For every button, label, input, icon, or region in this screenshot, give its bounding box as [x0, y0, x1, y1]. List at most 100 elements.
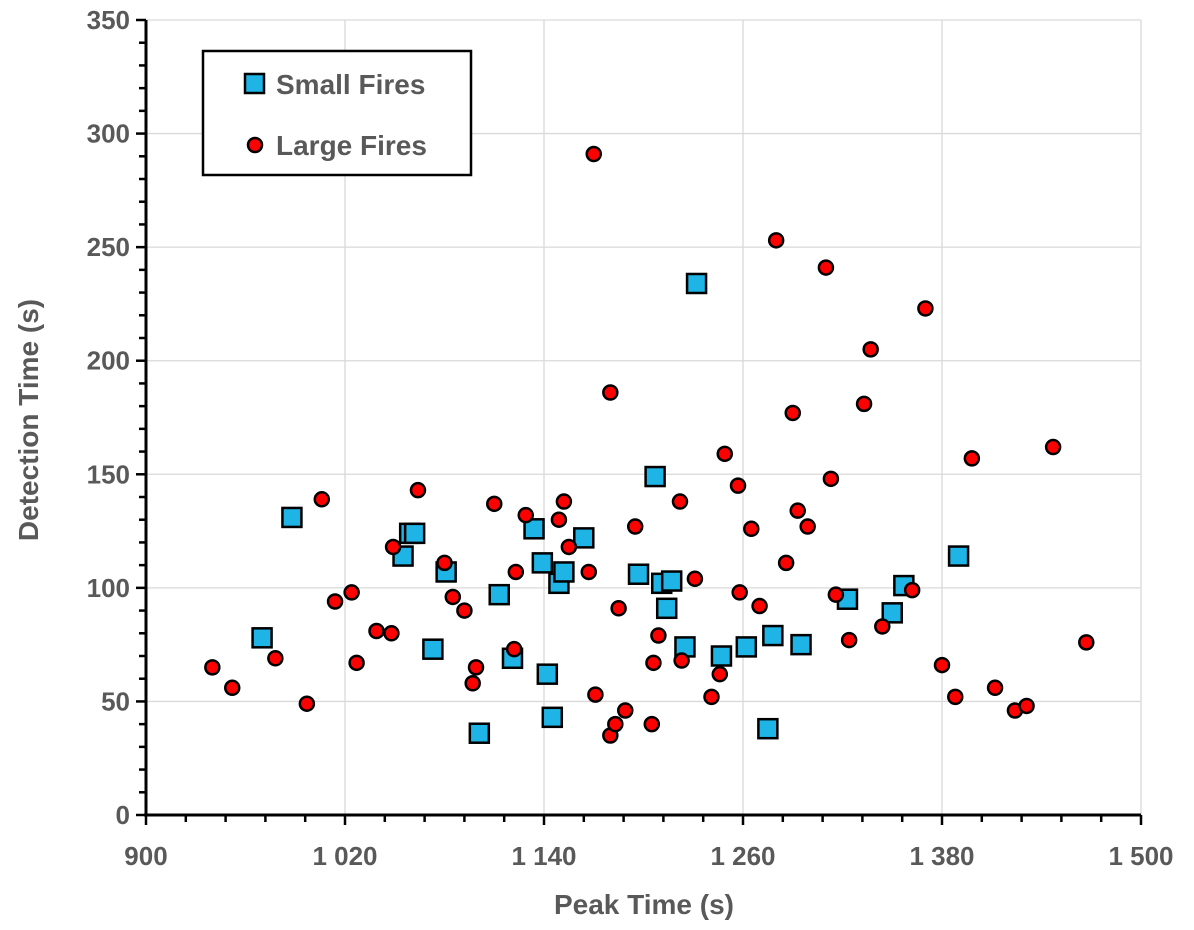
small-fire-point [757, 717, 779, 740]
large-fire-point [326, 593, 344, 610]
large-fire-point [673, 652, 690, 669]
large-fire-point [703, 688, 720, 706]
tick-labels: 900 1 020 1 140 1 260 1 380 1 500 0 50 100 150 200… [87, 5, 1174, 871]
large-fire-point [650, 627, 667, 644]
small-fire-point [422, 638, 444, 660]
large-fire-point [587, 686, 604, 703]
large-fire-point [743, 520, 760, 538]
large-fire-point [267, 650, 284, 667]
large-fire-point [729, 477, 747, 494]
large-fire-point [383, 625, 400, 642]
small-fire-point [541, 706, 564, 729]
large-fire-point [384, 538, 402, 556]
small-fire-point [468, 722, 491, 744]
large-fire-point [585, 145, 602, 163]
legend-marker-small-fires [243, 72, 266, 95]
large-fire-point [789, 502, 806, 519]
large-fire-point [626, 518, 644, 535]
y-tick-label: 350 [87, 5, 130, 35]
small-fire-point [710, 645, 733, 667]
axes [144, 20, 1141, 817]
y-axis-title: Detection Time (s) [13, 299, 44, 541]
y-tick-label: 100 [87, 573, 130, 603]
large-fire-point [444, 588, 462, 606]
x-tick-label: 1 140 [511, 841, 576, 871]
large-fire-point [827, 586, 845, 603]
large-fire-point [560, 538, 578, 556]
small-fire-point [488, 583, 510, 606]
small-fire-point [790, 633, 812, 656]
large-fire-point [874, 618, 891, 635]
large-fire-point [716, 445, 734, 463]
legend-label-large-fires: Large Fires [276, 130, 427, 161]
large-fire-point [822, 470, 840, 488]
small-fire-point [251, 627, 273, 649]
large-fire-point [223, 679, 241, 697]
large-fire-point [903, 581, 921, 599]
large-fire-point [862, 341, 879, 358]
x-tick-label: 1 260 [710, 841, 775, 871]
y-tick-label: 50 [101, 686, 130, 716]
y-tick-label: 250 [87, 232, 130, 262]
large-fire-point [986, 679, 1004, 697]
large-fire-point [298, 695, 316, 712]
small-fire-point [881, 602, 903, 624]
y-tick-label: 300 [87, 119, 130, 149]
large-fire-point [855, 395, 873, 413]
large-fire-point [204, 659, 221, 676]
x-tick-label: 1 500 [1108, 841, 1173, 871]
large-fire-point [607, 715, 624, 733]
small-fire-point [947, 545, 970, 567]
large-fire-point [686, 570, 704, 588]
large-fire-point [550, 511, 568, 528]
large-fire-point [343, 584, 360, 601]
large-fire-point [456, 602, 473, 619]
large-fire-point [464, 675, 481, 692]
large-fire-point [436, 554, 453, 572]
large-fire-point [505, 640, 523, 658]
large-fire-point [777, 554, 795, 572]
small-fire-point [660, 570, 683, 592]
small-fire-point [655, 597, 678, 620]
small-fire-point [762, 624, 784, 647]
large-fire-point [1044, 438, 1062, 456]
x-tick-label: 900 [124, 841, 167, 871]
large-fire-point [799, 518, 816, 535]
large-fire-point [467, 659, 485, 676]
small-fire-point [531, 552, 554, 574]
large-fire-point [580, 563, 598, 581]
y-tick-label: 0 [116, 800, 130, 830]
large-fire-point [409, 481, 427, 499]
small-fire-point [536, 663, 559, 685]
y-tick-label: 150 [87, 459, 130, 489]
large-fire-point [784, 404, 801, 422]
legend-box [201, 49, 473, 177]
legend-label-small-fires: Small Fires [276, 69, 425, 100]
large-fire-point [1018, 697, 1035, 715]
large-fire-point [917, 300, 934, 317]
large-fire-point [643, 715, 661, 733]
large-fire-point [617, 702, 634, 719]
small-fire-point [685, 272, 708, 295]
small-fire-point [281, 506, 303, 529]
large-fire-point [671, 493, 689, 510]
x-tick-label: 1 020 [312, 841, 377, 871]
x-axis-title: Peak Time (s) [554, 889, 734, 920]
large-fire-point [711, 665, 729, 683]
small-fire-point [573, 527, 595, 549]
small-fire-point [735, 636, 758, 658]
large-fire-point [610, 600, 627, 617]
large-fire-point [555, 493, 573, 510]
large-fire-point [368, 622, 385, 640]
large-fire-point [963, 450, 981, 467]
large-fire-point [767, 232, 785, 249]
large-fire-point [840, 631, 858, 649]
large-fire-point [645, 654, 662, 672]
large-fire-point [517, 506, 535, 524]
x-tick-label: 1 380 [909, 841, 974, 871]
large-fire-point [486, 495, 503, 513]
small-fire-point [523, 518, 545, 540]
small-fire-point [644, 465, 666, 488]
large-fire-point [731, 584, 748, 601]
